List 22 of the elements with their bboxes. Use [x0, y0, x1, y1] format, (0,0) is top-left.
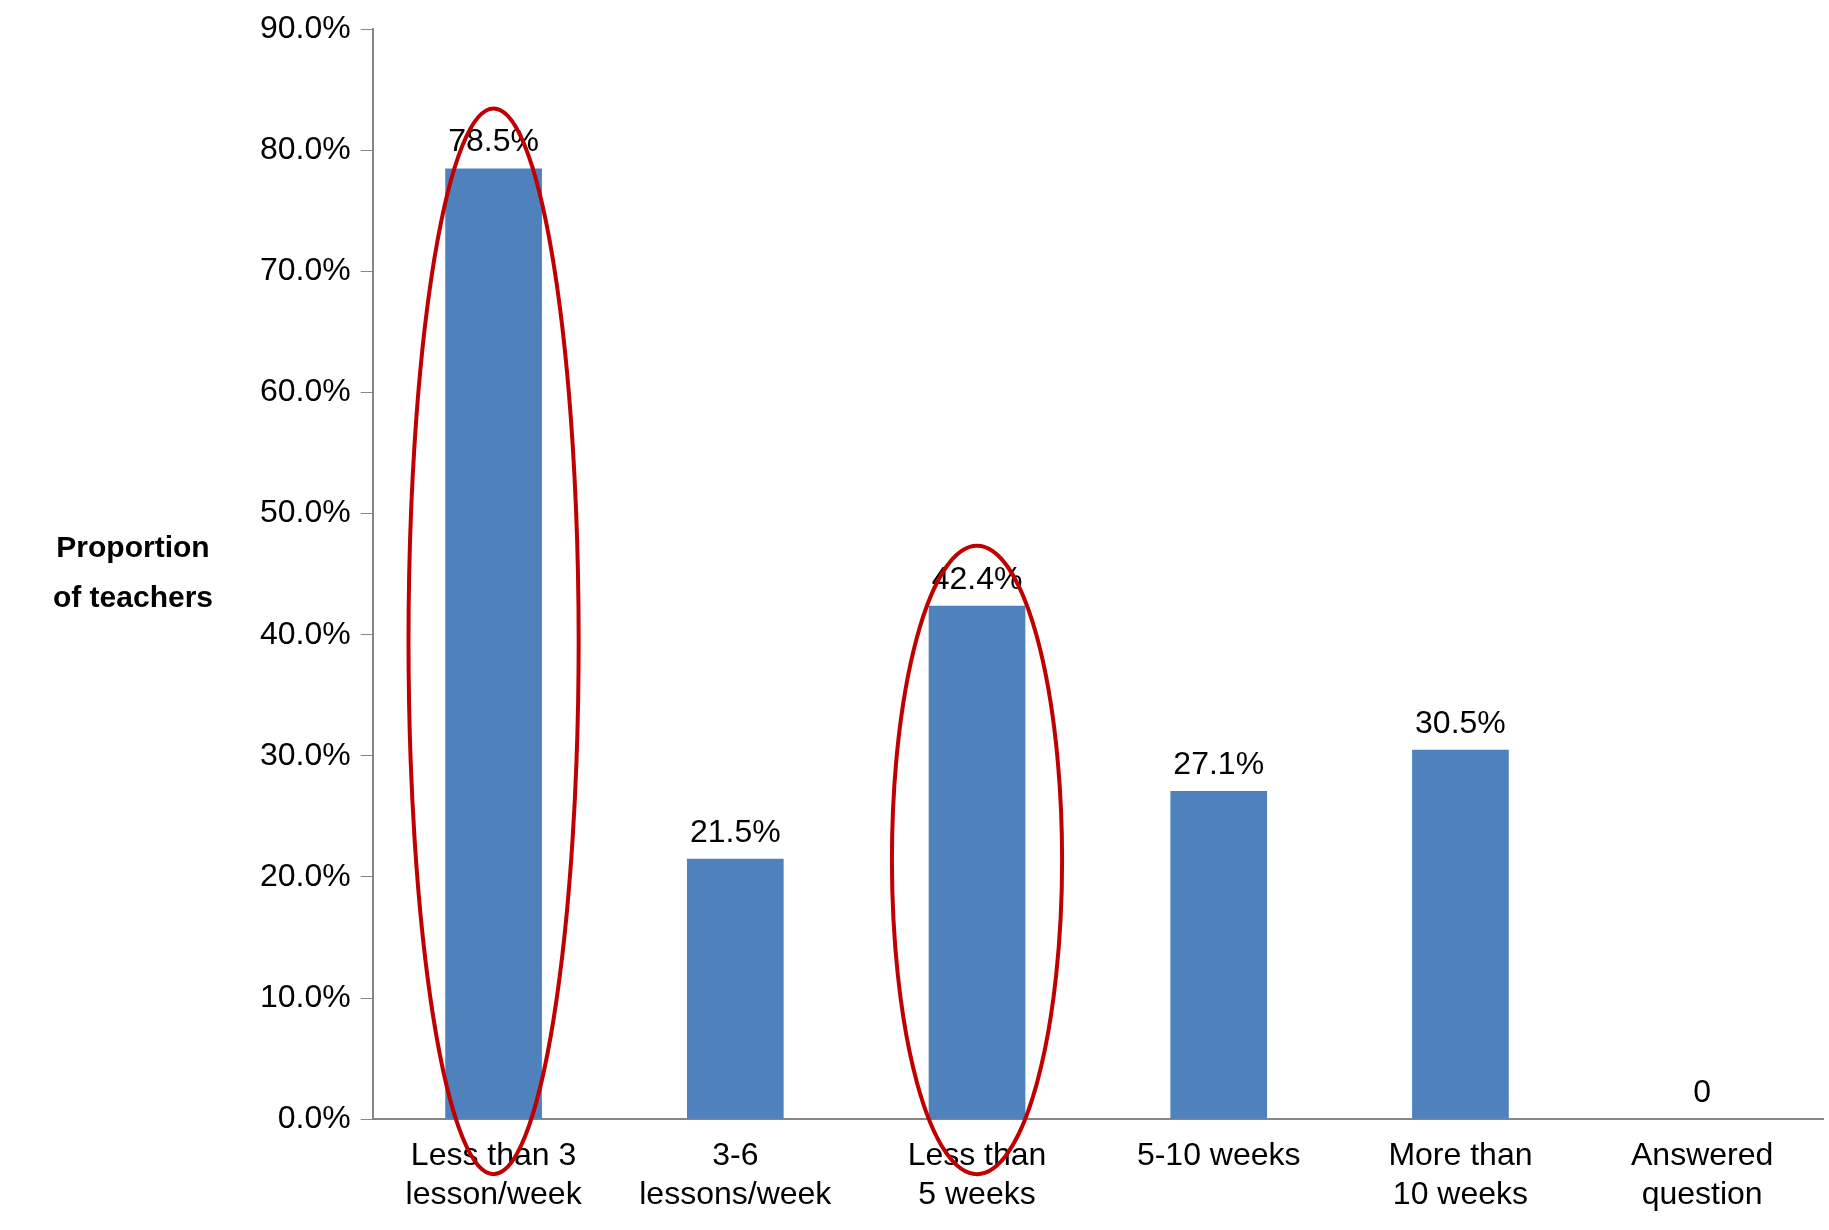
y-tick-label: 10.0%	[260, 977, 351, 1014]
bar	[1412, 749, 1509, 1119]
y-tick-label: 70.0%	[260, 251, 351, 288]
y-tick-label: 90.0%	[260, 9, 351, 46]
y-tick-label: 0.0%	[277, 1099, 351, 1136]
y-tick-label: 60.0%	[260, 372, 351, 409]
x-tick-label: 5-10 weeks	[1136, 1136, 1301, 1173]
y-tick-label: 40.0%	[260, 614, 351, 651]
x-tick-label: Answered question	[1631, 1136, 1774, 1211]
data-label: 30.5%	[1415, 703, 1506, 740]
y-tick-label: 30.0%	[260, 735, 351, 772]
y-tick-label: 50.0%	[260, 493, 351, 530]
x-tick-label: 3-6 lessons/week	[639, 1136, 833, 1211]
bar	[1170, 790, 1268, 1119]
y-axis-title: Proportion of teachers	[52, 530, 214, 614]
bar	[686, 858, 784, 1119]
data-label: 27.1%	[1173, 744, 1265, 781]
y-tick-label: 80.0%	[260, 130, 351, 167]
y-tick-label: 20.0%	[260, 856, 351, 893]
x-tick-label: More than 10 weeks	[1388, 1136, 1533, 1211]
data-label: 21.5%	[689, 812, 781, 849]
data-label: 0	[1693, 1073, 1712, 1110]
